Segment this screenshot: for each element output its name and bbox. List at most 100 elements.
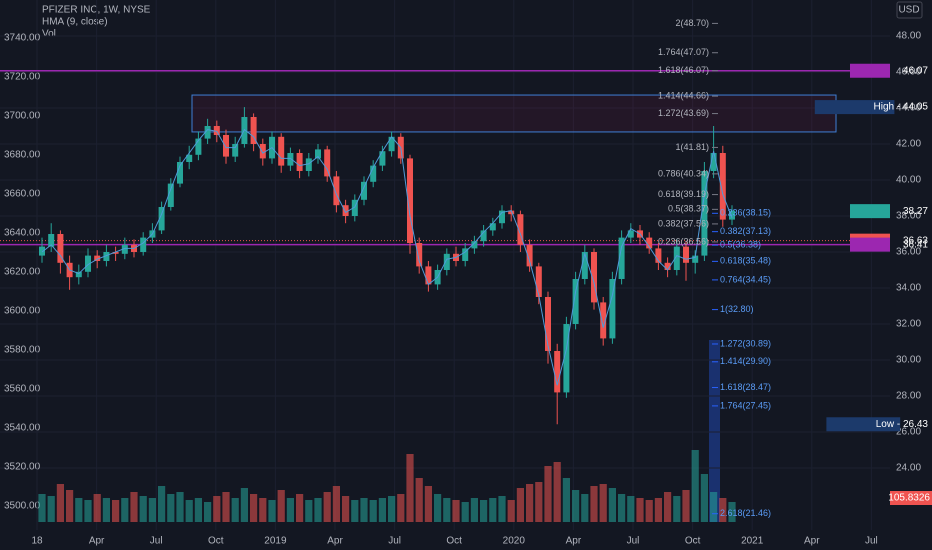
x-tick-label: Jul: [865, 536, 878, 547]
currency[interactable]: USD: [898, 5, 919, 16]
candle-body: [195, 138, 202, 155]
volume-bar: [461, 502, 469, 522]
candle-body: [462, 248, 469, 261]
candle-body: [39, 246, 45, 256]
volume-bar: [728, 502, 736, 522]
volume-bar: [56, 484, 64, 522]
volume-bar: [75, 498, 83, 522]
candle-body: [388, 136, 395, 152]
volume-bar: [388, 496, 396, 522]
price-tag-label: 38.27: [903, 206, 928, 217]
candle-body: [517, 214, 524, 245]
y-tick-label: 24.00: [896, 463, 921, 474]
volume-bar: [314, 498, 322, 522]
volume-tag-label: 105.8326: [888, 493, 930, 504]
volume-label: Vol: [42, 29, 56, 40]
candle-body: [204, 126, 211, 139]
volume-bar: [654, 498, 662, 522]
volume-bar: [498, 496, 506, 522]
currency-box[interactable]: [896, 1, 923, 19]
volume-bar: [544, 466, 552, 522]
volume-bar: [627, 496, 635, 522]
volume-bar: [204, 502, 212, 522]
volume-bar: [38, 494, 46, 522]
volume-bar: [250, 494, 258, 522]
volume-bar: [323, 492, 331, 522]
candle-body: [167, 183, 174, 207]
y2-tick-label: 3600.00: [4, 306, 41, 317]
y2-tick-label: 3500.00: [4, 501, 41, 512]
indicator-label: HMA (9, close): [42, 17, 108, 28]
fib-label: 2.618(21.46): [720, 508, 771, 518]
candle-body: [250, 117, 257, 144]
volume-bar: [590, 486, 598, 522]
candle-body: [683, 246, 689, 263]
volume-bar: [424, 486, 432, 522]
volume-bar: [434, 494, 442, 522]
volume-bar: [167, 494, 175, 522]
fib-label: 0.5(36.38): [720, 240, 761, 250]
volume-bar: [277, 490, 285, 522]
price-tag: [850, 237, 890, 252]
candle-body: [655, 248, 662, 263]
volume-bar: [682, 490, 690, 522]
volume-bar: [194, 498, 202, 522]
volume-bar: [148, 498, 156, 522]
y-tick-label: 30.00: [896, 355, 921, 366]
volume-bar: [369, 500, 377, 522]
x-tick-label: 2020: [503, 536, 526, 547]
candle-body: [361, 181, 367, 200]
volume-bar: [158, 486, 166, 522]
x-tick-label: Jul: [627, 536, 640, 547]
price-tag-label: 36.63: [903, 235, 928, 246]
volume-bar: [516, 488, 524, 522]
volume-bar: [130, 492, 138, 522]
y2-tick-label: 3740.00: [4, 33, 41, 44]
candle-body: [112, 252, 119, 254]
fib-label: 1.618(28.47): [720, 382, 771, 392]
x-tick-label: Apr: [327, 536, 343, 547]
y2-tick-label: 3560.00: [4, 384, 41, 395]
y-tick-label: 32.00: [896, 319, 921, 330]
candle-body: [618, 237, 625, 279]
volume-bar: [286, 498, 294, 522]
candle-body: [563, 324, 570, 393]
volume-bar: [581, 494, 589, 522]
candle-body: [729, 210, 735, 220]
candle-body: [480, 230, 487, 242]
candle-body: [48, 234, 55, 247]
fib-label: 0.236(38.15): [720, 208, 771, 218]
volume-bar: [231, 498, 239, 522]
y-tick-label: 34.00: [896, 283, 921, 294]
fib-label: 1.414(29.90): [720, 356, 771, 366]
x-tick-label: Jul: [150, 536, 163, 547]
x-tick-label: Apr: [89, 536, 105, 547]
y-tick-label: 42.00: [896, 139, 921, 150]
candle-body: [232, 144, 239, 157]
fib-label: 0.764(34.45): [720, 274, 771, 284]
volume-bar: [66, 490, 74, 522]
candle-body: [471, 241, 478, 249]
x-tick-label: 2019: [264, 536, 287, 547]
volume-bar: [480, 500, 488, 522]
fib-label: 2(48.70): [675, 18, 709, 28]
volume-tag: [890, 491, 932, 505]
volume-bar: [112, 500, 120, 522]
candle-body: [85, 255, 91, 272]
volume-bar: [305, 500, 313, 522]
y-tick-label: 36.00: [896, 247, 921, 258]
volume-bar: [608, 488, 616, 522]
y-tick-label: 46.00: [896, 67, 921, 78]
candle-body: [75, 271, 82, 278]
y-tick-label: 48.00: [896, 31, 921, 42]
x-tick-label: Apr: [566, 536, 582, 547]
y-tick-label: 40.00: [896, 175, 921, 186]
y-tick-label: 38.00: [896, 211, 921, 222]
candle-body: [278, 136, 285, 166]
y2-tick-label: 3620.00: [4, 267, 41, 278]
candle-body: [296, 153, 303, 171]
volume-bar: [664, 492, 672, 522]
candle-body: [535, 266, 542, 297]
x-tick-label: Oct: [446, 536, 462, 547]
